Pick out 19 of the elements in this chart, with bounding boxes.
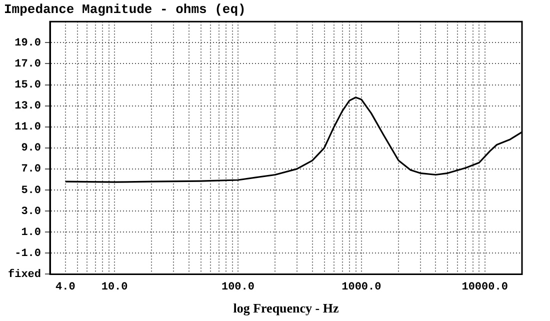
y-tick-label: 1.0 xyxy=(21,226,42,239)
y-tick-label: 13.0 xyxy=(14,100,42,113)
y-tick-label: 19.0 xyxy=(14,37,42,50)
y-tick-label: 9.0 xyxy=(21,142,42,155)
x-tick-label: 10000.0 xyxy=(462,282,508,294)
y-tick-label: 7.0 xyxy=(21,164,42,176)
y-tick-label: 15.0 xyxy=(14,80,42,92)
y-tick-label: 17.0 xyxy=(14,58,42,70)
x-tick-label: 4.0 xyxy=(56,282,76,294)
y-tick-label: 11.0 xyxy=(14,122,42,134)
y-tick-label: fixed xyxy=(8,268,42,281)
x-tick-label: 100.0 xyxy=(221,282,254,294)
y-tick-label: 3.0 xyxy=(21,206,42,218)
y-tick-label: 5.0 xyxy=(21,184,42,197)
x-tick-label: 1000.0 xyxy=(342,282,382,294)
chart-title: Impedance Magnitude - ohms (eq) xyxy=(4,2,246,18)
y-tick-label: -1.0 xyxy=(14,248,42,260)
x-axis-title: log Frequency - Hz xyxy=(233,300,339,316)
x-tick-label: 10.0 xyxy=(101,282,128,294)
